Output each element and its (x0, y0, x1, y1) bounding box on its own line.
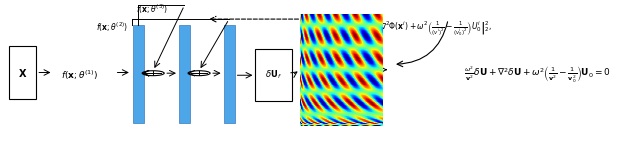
Text: $f(\mathbf{x};\theta^{(2)})$: $f(\mathbf{x};\theta^{(2)})$ (96, 21, 129, 34)
FancyBboxPatch shape (179, 25, 190, 123)
Text: $f(\mathbf{x};\theta^{(3)})$: $f(\mathbf{x};\theta^{(3)})$ (136, 3, 168, 16)
Circle shape (188, 71, 210, 76)
Circle shape (142, 71, 164, 76)
FancyBboxPatch shape (223, 25, 235, 123)
Text: $\frac{\omega^2}{\mathbf{v}^2}\delta\mathbf{U} + \nabla^2\delta\mathbf{U} + \ome: $\frac{\omega^2}{\mathbf{v}^2}\delta\mat… (463, 65, 610, 85)
Text: $f(\mathbf{x};\theta^{(1)})$: $f(\mathbf{x};\theta^{(1)})$ (61, 69, 99, 82)
FancyBboxPatch shape (9, 47, 36, 99)
FancyBboxPatch shape (133, 25, 144, 123)
Text: $\delta\mathbf{U}_f$: $\delta\mathbf{U}_f$ (266, 69, 282, 81)
Text: $\mathbf{X}$: $\mathbf{X}$ (18, 67, 27, 79)
Text: $\mathcal{L} = \frac{1}{N}\sum_{i=1}^{N}\left|\frac{\omega^2}{(v^i)^2}\Phi\left(: $\mathcal{L} = \frac{1}{N}\sum_{i=1}^{N}… (305, 12, 493, 41)
FancyBboxPatch shape (255, 49, 292, 101)
